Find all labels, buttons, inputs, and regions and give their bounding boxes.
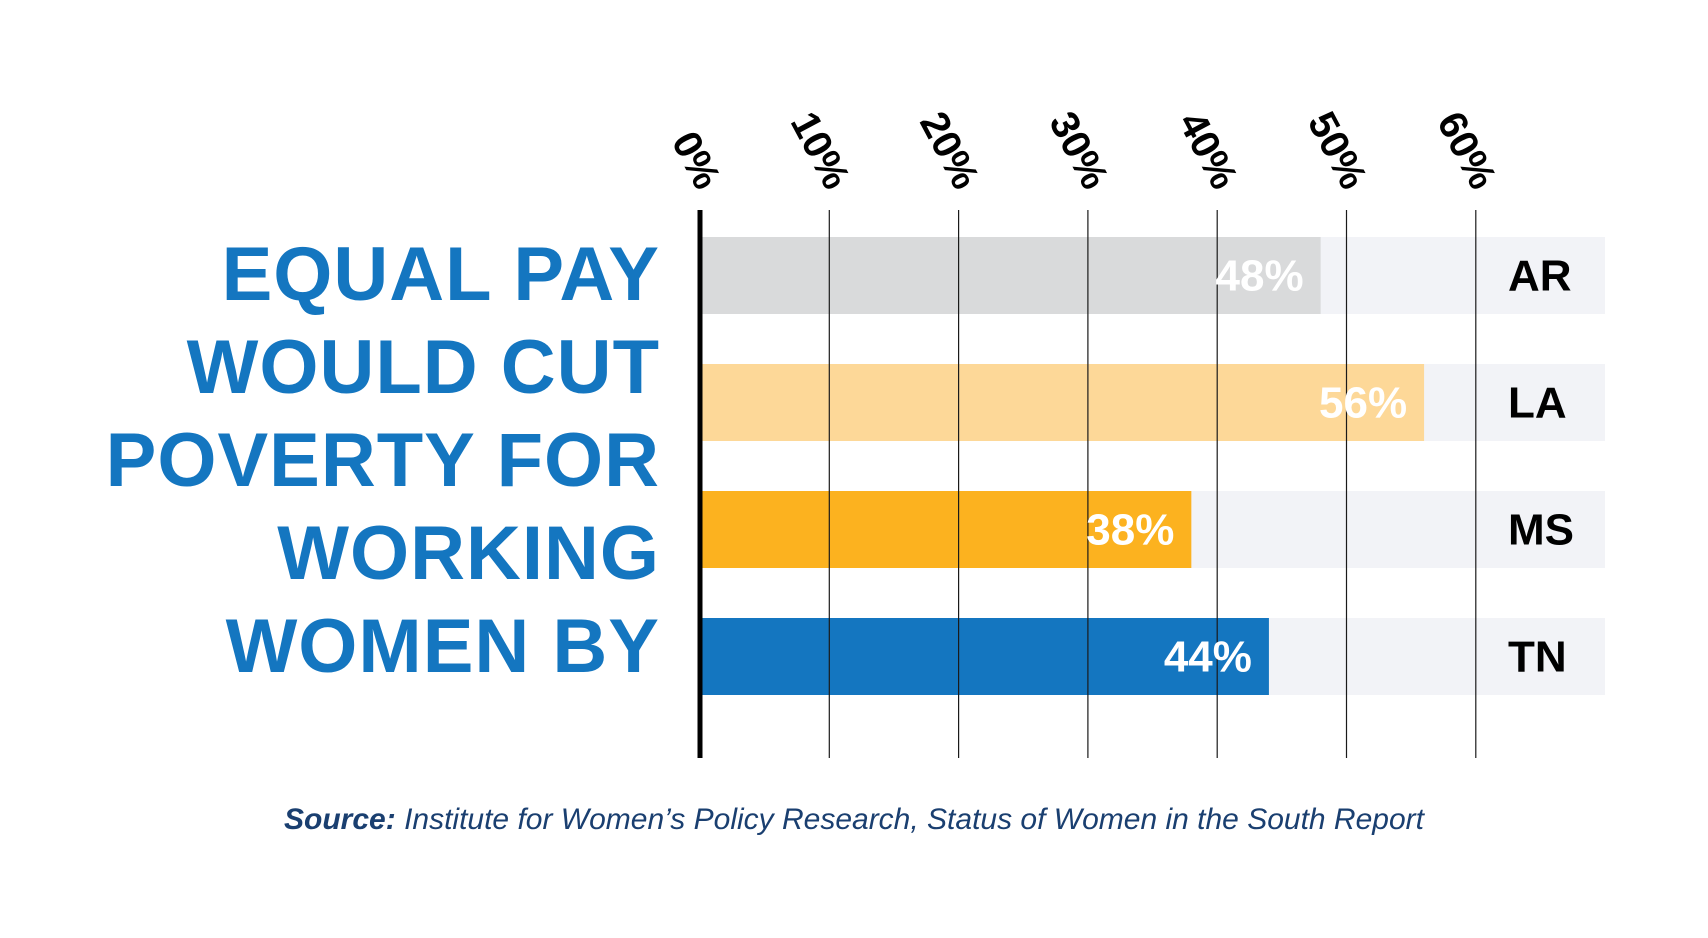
tick-label-30: 30% <box>1040 105 1116 196</box>
tick-label-50: 50% <box>1299 105 1375 196</box>
headline: EQUAL PAY WOULD CUT POVERTY FOR WORKING … <box>100 228 660 693</box>
headline-line-5: WOMEN BY <box>225 604 660 689</box>
value-label-ms: 38% <box>1086 506 1174 555</box>
headline-line-1: EQUAL PAY <box>221 232 660 317</box>
category-label-la: LA <box>1508 379 1567 428</box>
source-text: Institute for Women’s Policy Research, S… <box>404 803 1424 836</box>
headline-line-2: WOULD CUT <box>186 325 660 410</box>
tick-label-0: 0% <box>663 125 729 197</box>
headline-line-4: WORKING <box>277 511 660 596</box>
category-label-ar: AR <box>1508 252 1572 301</box>
bar-ms <box>700 491 1192 568</box>
value-label-ar: 48% <box>1216 252 1304 301</box>
tick-label-20: 20% <box>911 105 987 196</box>
bar-tn <box>700 618 1269 695</box>
source-note: Source: Institute for Women’s Policy Res… <box>0 803 1708 837</box>
value-label-la: 56% <box>1319 379 1407 428</box>
bar-la <box>700 364 1425 441</box>
tick-label-40: 40% <box>1170 105 1246 196</box>
category-label-tn: TN <box>1508 633 1567 682</box>
value-label-tn: 44% <box>1164 633 1252 682</box>
tick-label-10: 10% <box>782 105 858 196</box>
tick-label-60: 60% <box>1428 105 1504 196</box>
category-label-ms: MS <box>1508 506 1574 555</box>
headline-line-3: POVERTY FOR <box>105 418 660 503</box>
source-label: Source: <box>284 803 396 836</box>
